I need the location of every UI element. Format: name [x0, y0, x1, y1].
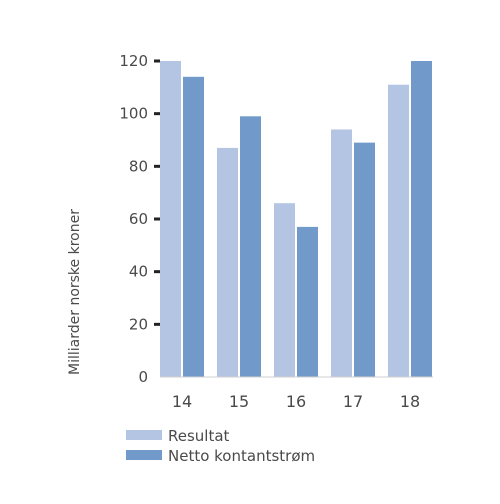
y-tick-label: 40: [129, 263, 148, 281]
bar-resultat-18: [388, 84, 409, 377]
x-tick-label: 18: [400, 392, 420, 411]
x-tick-label: 16: [286, 392, 306, 411]
x-tick-label: 14: [172, 392, 192, 411]
y-tick-label: 0: [138, 368, 148, 386]
bars: [160, 61, 432, 378]
legend-label: Resultat: [168, 427, 230, 445]
x-tick-label: 15: [229, 392, 249, 411]
bar-netto-kontantstrøm-16: [297, 226, 318, 377]
bar-netto-kontantstrøm-15: [240, 116, 261, 378]
bar-resultat-16: [274, 203, 295, 377]
y-tick-label: 100: [119, 105, 148, 123]
y-tick-label: 20: [129, 315, 148, 333]
bar-resultat-14: [160, 61, 181, 377]
bar-netto-kontantstrøm-14: [183, 76, 204, 378]
x-tick-label: 17: [343, 392, 363, 411]
y-tick-label: 120: [119, 52, 148, 70]
y-axis-title-group: Milliarder norske kroner: [67, 209, 83, 375]
legend: Resultat Netto kontantstrøm: [126, 427, 315, 465]
y-axis: 0 20 40 60 80 100 120: [119, 52, 160, 386]
y-axis-title: Milliarder norske kroner: [67, 209, 83, 375]
bar-resultat-17: [331, 129, 352, 377]
y-tick-label: 80: [129, 157, 148, 175]
bar-resultat-15: [217, 147, 238, 377]
legend-swatch: [126, 430, 162, 440]
legend-label: Netto kontantstrøm: [168, 447, 315, 465]
x-axis: 14 15 16 17 18: [172, 392, 420, 411]
y-tick-label: 60: [129, 210, 148, 228]
bar-netto-kontantstrøm-18: [411, 61, 432, 377]
bar-netto-kontantstrøm-17: [354, 142, 375, 377]
legend-swatch: [126, 450, 162, 460]
